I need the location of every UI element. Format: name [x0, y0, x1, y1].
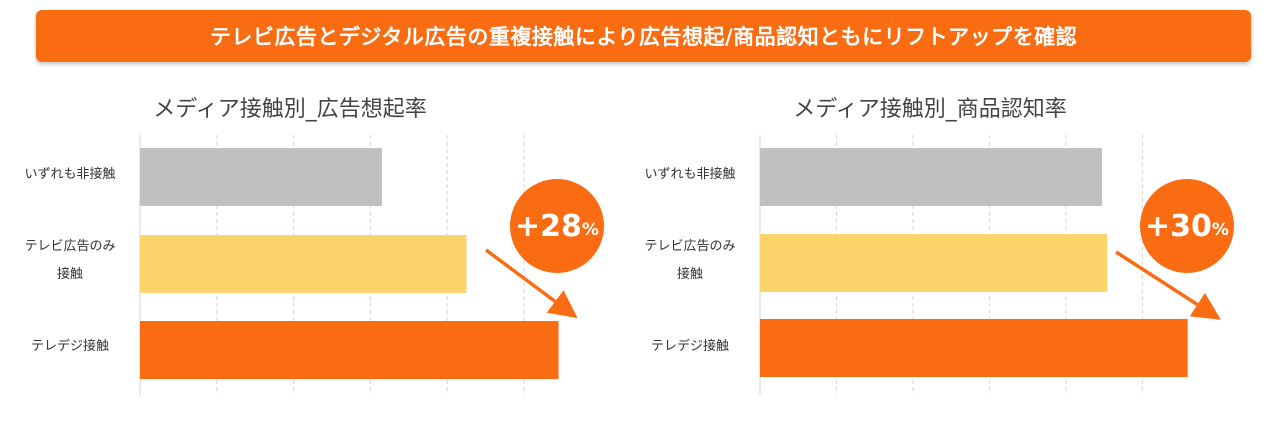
bar-1	[760, 234, 1108, 292]
headline-text: テレビ広告とデジタル広告の重複接触により広告想起/商品認知ともにリフトアップを確…	[209, 25, 1078, 49]
lift-arrow	[1115, 250, 1221, 320]
chart-plot-area	[139, 135, 578, 395]
headline-banner: テレビ広告とデジタル広告の重複接触により広告想起/商品認知ともにリフトアップを確…	[36, 10, 1251, 62]
category-label-tv-only: テレビ広告のみ 接触	[644, 239, 736, 282]
lift-arrow	[484, 248, 578, 319]
category-label-none: いずれも非接触	[24, 167, 116, 182]
lift-badge: +30%	[1140, 179, 1234, 273]
category-label-tv-digital: テレデジ接触	[30, 339, 109, 354]
chart-title: メディア接触別_広告想起率	[153, 97, 427, 122]
chart-ad-recall: メディア接触別_広告想起率 いずれも非接触 テレビ広告のみ 接触 テレデジ接触 +…	[0, 85, 640, 405]
bar-1	[140, 235, 467, 293]
category-label-tv-only: テレビ広告のみ 接触	[24, 239, 116, 282]
bar-2	[140, 321, 559, 379]
category-label-none: いずれも非接触	[644, 167, 736, 182]
bar-0	[760, 148, 1103, 206]
lift-badge: +28%	[510, 179, 604, 273]
category-label-tv-digital: テレデジ接触	[650, 339, 729, 354]
chart-plot-area	[759, 135, 1221, 395]
chart-title: メディア接触別_商品認知率	[793, 97, 1067, 122]
bar-2	[760, 319, 1188, 377]
bar-0	[140, 148, 382, 206]
chart-brand-awareness: メディア接触別_商品認知率 いずれも非接触 テレビ広告のみ 接触 テレデジ接触 +…	[620, 85, 1280, 405]
